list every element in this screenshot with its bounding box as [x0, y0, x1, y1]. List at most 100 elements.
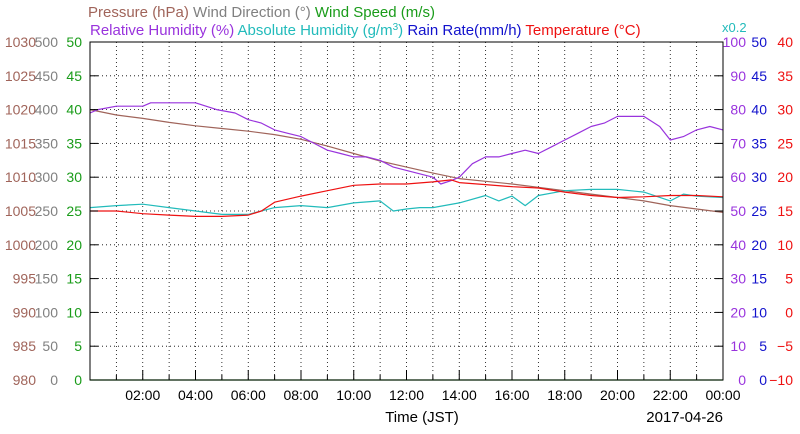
y-tick-label: 30	[66, 169, 82, 185]
x-axis-label: Time (JST)	[385, 409, 459, 426]
legend-row: Pressure (hPa) Wind Direction (°) Wind S…	[88, 4, 435, 21]
y-tick-label: 1005	[5, 203, 36, 219]
y-tick-label: 100	[723, 34, 747, 50]
x-tick-label: 22:00	[653, 387, 688, 403]
y-tick-label: 1025	[5, 68, 36, 84]
legend-entry: Wind Speed (m/s)	[311, 4, 435, 21]
y-tick-label: 40	[66, 102, 82, 118]
x-tick-label: 08:00	[283, 387, 318, 403]
y-tick-label: 50	[730, 203, 746, 219]
y-tick-label: −10	[769, 372, 793, 388]
y-tick-label: 200	[35, 237, 59, 253]
y-tick-label: 400	[35, 102, 59, 118]
y-tick-label: 15	[777, 203, 793, 219]
y-tick-label: 30	[730, 271, 746, 287]
x-axis: 02:00 04:00 06:00 08:00 10:00 12:00 14:00 16:00…	[115, 370, 741, 403]
grid	[90, 42, 723, 380]
legend-entry: Pressure (hPa)	[88, 4, 189, 21]
series-line	[89, 102, 724, 185]
legend-entry-close: )	[398, 22, 403, 39]
y-tick-label: 35	[751, 135, 767, 151]
y-tick-label: 0	[785, 304, 793, 320]
y-tick-label: 90	[730, 68, 746, 84]
y-tick-label: 20	[751, 237, 767, 253]
y-tick-label: 300	[35, 169, 59, 185]
y-axes: 9809859909951000100510101015102010251030…	[5, 34, 793, 388]
x-tick-label: 06:00	[231, 387, 266, 403]
x-tick-label: 04:00	[178, 387, 213, 403]
x-tick-label: 14:00	[442, 387, 477, 403]
y-tick-label: 1000	[5, 237, 36, 253]
y-tick-label: 450	[35, 68, 59, 84]
y-tick-label: 5	[785, 271, 793, 287]
y-tick-label: 45	[751, 68, 767, 84]
x-tick-label: 12:00	[389, 387, 424, 403]
y-tick-label: 50	[66, 34, 82, 50]
y-tick-label: 1010	[5, 169, 36, 185]
legend-entry: Absolute Humidity (g/m	[234, 22, 392, 39]
y-tick-label: 10	[730, 338, 746, 354]
x-tick-label: 10:00	[336, 387, 371, 403]
y-tick-label: 50	[751, 34, 767, 50]
y-tick-label: 0	[50, 372, 58, 388]
y-tick-label: 25	[751, 203, 767, 219]
y-tick-label: 1015	[5, 135, 36, 151]
date-label: 2017-04-26	[646, 409, 723, 426]
y-tick-label: 40	[730, 237, 746, 253]
y-tick-label: 10	[751, 304, 767, 320]
x-tick-label: 00:00	[705, 387, 740, 403]
x-tick-label: 20:00	[600, 387, 635, 403]
x-tick-label: 02:00	[125, 387, 160, 403]
y-tick-label: 20	[66, 237, 82, 253]
y-tick-label: 100	[35, 304, 59, 320]
y-tick-label: 70	[730, 135, 746, 151]
y-tick-label: 990	[13, 304, 37, 320]
y-tick-label: 250	[35, 203, 59, 219]
y-tick-label: 350	[35, 135, 59, 151]
y-tick-label: 0	[759, 372, 767, 388]
legend-entry-superscript: 3	[393, 22, 399, 33]
y-tick-label: 5	[74, 338, 82, 354]
series-line	[89, 188, 724, 215]
y-tick-label: 0	[74, 372, 82, 388]
y-tick-label: 80	[730, 102, 746, 118]
legend-entry: Temperature (°C)	[522, 22, 641, 39]
y-tick-label: 30	[777, 102, 793, 118]
y-tick-label: 60	[730, 169, 746, 185]
y-tick-label: 40	[777, 34, 793, 50]
y-tick-label: 1020	[5, 102, 36, 118]
y-tick-label: 40	[751, 102, 767, 118]
y-tick-label: 15	[751, 271, 767, 287]
y-tick-label: 35	[777, 68, 793, 84]
y-tick-label: 20	[730, 304, 746, 320]
y-tick-label: 1030	[5, 34, 36, 50]
y-tick-label: 985	[13, 338, 37, 354]
x-tick-label: 18:00	[547, 387, 582, 403]
y-tick-label: 30	[751, 169, 767, 185]
y-tick-label: 150	[35, 271, 59, 287]
y-tick-label: 15	[66, 271, 82, 287]
y-tick-label: 35	[66, 135, 82, 151]
y-tick-label: 5	[759, 338, 767, 354]
legend-entry: Relative Humidity (%)	[90, 22, 234, 39]
legend-entry: Wind Direction (°)	[189, 4, 311, 21]
legend-entry: Rain Rate(mm/h)	[403, 22, 521, 39]
y-tick-label: 25	[66, 203, 82, 219]
series-line	[90, 179, 724, 217]
y-tick-label: −5	[777, 338, 793, 354]
y-tick-label: 980	[13, 372, 37, 388]
x-tick-label: 16:00	[494, 387, 529, 403]
y-tick-label: 500	[35, 34, 59, 50]
y-tick-label: 10	[66, 304, 82, 320]
y-tick-label: 0	[738, 372, 746, 388]
legend: Pressure (hPa) Wind Direction (°) Wind S…	[88, 4, 747, 39]
y-tick-label: 995	[13, 271, 37, 287]
y-tick-label: 45	[66, 68, 82, 84]
legend-row: Relative Humidity (%) Absolute Humidity …	[90, 22, 641, 40]
y-tick-label: 50	[42, 338, 58, 354]
legend-factor: x0.2	[722, 20, 747, 35]
y-tick-label: 20	[777, 169, 793, 185]
y-tick-label: 10	[777, 237, 793, 253]
y-tick-label: 25	[777, 135, 793, 151]
